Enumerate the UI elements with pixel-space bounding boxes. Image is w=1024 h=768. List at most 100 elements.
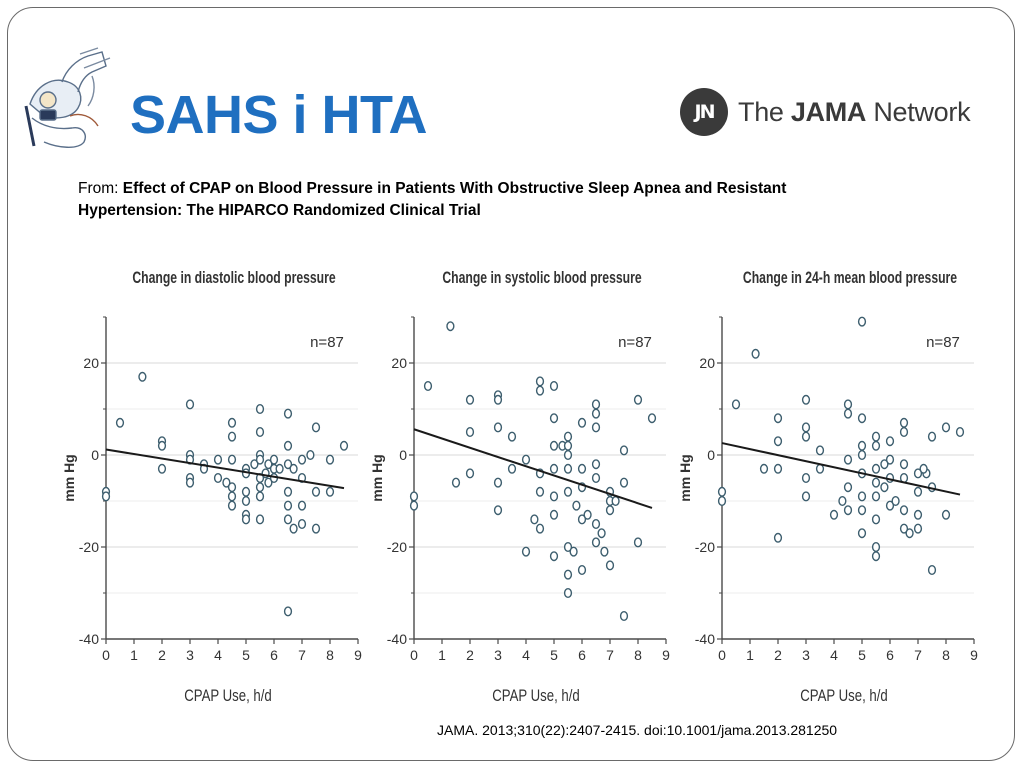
data-point — [597, 528, 606, 539]
data-point — [759, 463, 769, 474]
y-tick-label: 20 — [391, 355, 407, 371]
data-point — [241, 486, 251, 497]
data-point — [423, 380, 433, 391]
data-point — [227, 500, 237, 511]
data-point — [913, 523, 923, 534]
data-point — [157, 463, 167, 474]
data-point — [227, 491, 237, 502]
x-tick-label: 1 — [746, 647, 754, 663]
data-point — [535, 385, 545, 396]
publisher-name: The JAMA Network — [738, 96, 971, 127]
data-point — [563, 486, 573, 497]
x-tick-label: 9 — [662, 647, 670, 663]
data-point — [563, 440, 573, 451]
data-point — [549, 463, 559, 474]
data-point — [773, 532, 783, 543]
x-tick-label: 1 — [130, 647, 138, 663]
data-point — [264, 459, 273, 470]
data-point — [731, 399, 741, 410]
y-tick-label: -40 — [79, 631, 99, 647]
data-point — [283, 514, 293, 525]
data-point — [325, 454, 335, 465]
data-point — [885, 436, 895, 447]
data-point — [591, 472, 601, 483]
data-point — [563, 588, 573, 599]
data-point — [283, 459, 293, 470]
sample-size-annotation: n=87 — [618, 334, 652, 351]
data-point — [801, 394, 811, 405]
data-point — [583, 509, 592, 520]
data-point — [717, 495, 727, 506]
x-tick-label: 3 — [802, 647, 810, 663]
data-point — [138, 371, 147, 382]
data-point — [241, 495, 251, 506]
source-prefix: From: — [78, 180, 123, 197]
data-point — [577, 514, 587, 525]
data-point — [465, 426, 475, 437]
x-tick-label: 2 — [158, 647, 166, 663]
data-point — [838, 495, 847, 506]
data-point — [311, 486, 321, 497]
data-point — [815, 445, 825, 456]
x-tick-label: 0 — [410, 647, 418, 663]
medical-illustration-icon — [24, 47, 111, 148]
data-point — [227, 417, 237, 428]
data-point — [871, 440, 881, 451]
data-point — [409, 491, 419, 502]
data-point — [255, 403, 265, 414]
data-point — [905, 528, 914, 539]
data-point — [563, 449, 573, 460]
data-point — [871, 477, 881, 488]
data-point — [289, 463, 298, 474]
data-point — [880, 482, 889, 493]
data-point — [297, 500, 307, 511]
x-tick-label: 1 — [438, 647, 446, 663]
data-point — [871, 514, 881, 525]
data-point — [222, 477, 231, 488]
x-tick-label: 0 — [102, 647, 110, 663]
data-point — [283, 486, 293, 497]
data-point — [250, 459, 259, 470]
data-point — [446, 321, 455, 332]
data-point — [857, 505, 867, 516]
data-point — [493, 394, 503, 405]
data-point — [899, 417, 909, 428]
data-point — [773, 413, 783, 424]
data-point — [255, 514, 265, 525]
data-point — [913, 486, 923, 497]
data-point — [465, 394, 475, 405]
data-point — [530, 514, 539, 525]
jama-network-logo-icon: JN — [680, 88, 728, 136]
data-point — [283, 606, 293, 617]
data-point — [647, 413, 657, 424]
data-point — [549, 551, 559, 562]
data-point — [773, 463, 783, 474]
data-point — [227, 431, 237, 442]
y-axis-label: mm Hg — [678, 454, 693, 501]
data-point — [591, 399, 601, 410]
data-point — [535, 523, 545, 534]
regression-line — [105, 448, 345, 490]
source-reference: From: Effect of CPAP on Blood Pressure i… — [78, 178, 978, 222]
data-point — [843, 505, 853, 516]
data-point — [275, 463, 284, 474]
data-point — [255, 426, 265, 437]
data-point — [549, 491, 559, 502]
chart-title: Change in 24-h mean blood pressure — [743, 269, 957, 287]
data-point — [451, 477, 461, 488]
data-point — [885, 454, 895, 465]
data-point — [264, 477, 273, 488]
x-tick-label: 7 — [914, 647, 922, 663]
x-tick-label: 6 — [270, 647, 278, 663]
data-point — [549, 440, 559, 451]
data-point — [857, 528, 867, 539]
data-point — [185, 477, 195, 488]
data-point — [751, 348, 760, 359]
data-point — [927, 565, 937, 576]
data-point — [857, 449, 867, 460]
x-tick-label: 2 — [774, 647, 782, 663]
x-tick-label: 4 — [522, 647, 530, 663]
data-point — [633, 537, 643, 548]
x-tick-label: 9 — [354, 647, 362, 663]
data-point — [339, 440, 349, 451]
